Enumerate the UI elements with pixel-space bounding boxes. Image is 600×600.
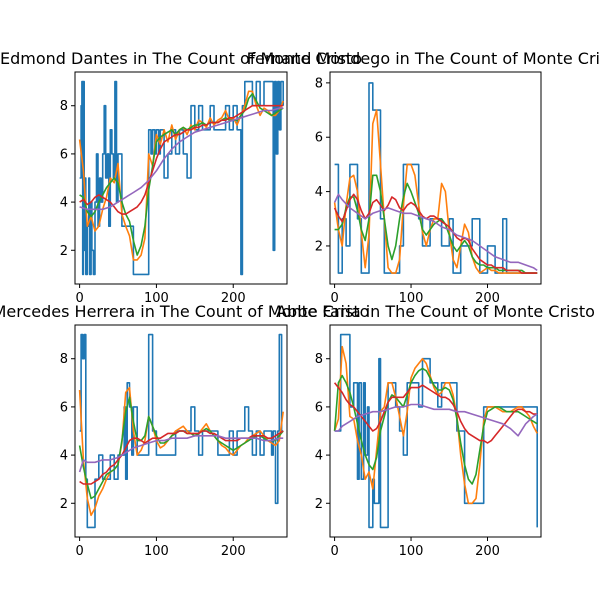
series-line-4 xyxy=(333,193,538,274)
series-line-5 xyxy=(79,107,284,211)
x-tick-label: 0 xyxy=(330,291,338,306)
y-tick-label: 4 xyxy=(315,449,323,464)
y-tick-label: 4 xyxy=(315,185,323,200)
y-tick-label: 4 xyxy=(60,196,68,211)
series-line-2 xyxy=(333,109,538,274)
x-tick-label: 0 xyxy=(75,291,83,306)
x-tick-label: 100 xyxy=(144,544,169,559)
y-tick-label: 8 xyxy=(315,352,323,367)
axes-frame xyxy=(74,71,288,285)
chart-title: Mercedes Herrera in The Count of Monte C… xyxy=(0,302,369,321)
series-line-1 xyxy=(334,333,538,529)
chart-title: Abbe Faria in The Count of Monte Cristo xyxy=(276,302,595,321)
x-tick-label: 200 xyxy=(221,291,246,306)
y-tick-label: 6 xyxy=(315,400,323,415)
x-tick-label: 0 xyxy=(330,544,338,559)
y-tick-label: 8 xyxy=(315,76,323,91)
chart-panel-3: 0 100 200 2 4 6 8 Mercedes Herrera in The Count… xyxy=(0,302,369,559)
x-tick-label: 200 xyxy=(221,544,246,559)
y-tick-label: 2 xyxy=(315,239,323,254)
x-tick-label: 100 xyxy=(399,544,424,559)
series-line-5 xyxy=(78,435,284,473)
y-tick-label: 6 xyxy=(60,400,68,415)
series-line-3 xyxy=(333,367,538,485)
chart-panel-1: 0 100 200 2 4 6 8 Edmond Dantes in The Count of… xyxy=(0,49,362,306)
y-tick-label: 8 xyxy=(60,352,68,367)
series-line-4 xyxy=(79,104,284,215)
series-line-2 xyxy=(333,345,538,505)
y-tick-label: 6 xyxy=(315,131,323,146)
plot-area xyxy=(333,82,538,274)
x-tick-label: 0 xyxy=(75,544,83,559)
series-line-3 xyxy=(79,92,284,256)
y-tick-label: 2 xyxy=(60,244,68,259)
series-line-1 xyxy=(79,333,284,529)
y-tick-label: 6 xyxy=(60,147,68,162)
series-line-4 xyxy=(333,382,538,444)
x-tick-label: 100 xyxy=(144,291,169,306)
y-tick-label: 2 xyxy=(60,497,68,512)
x-tick-label: 200 xyxy=(475,544,500,559)
series-line-1 xyxy=(334,82,538,274)
plot-area xyxy=(333,333,538,529)
chart-panel-2: 0 100 200 2 4 6 8 Fernand Mondego in The Count … xyxy=(247,49,600,306)
axes-frame xyxy=(329,71,542,285)
y-tick-label: 8 xyxy=(60,99,68,114)
axes-frame xyxy=(329,324,542,538)
plot-area xyxy=(78,80,284,276)
y-tick-label: 4 xyxy=(60,449,68,464)
chart-title: Fernand Mondego in The Count of Monte Cr… xyxy=(247,49,600,68)
axes-frame xyxy=(74,324,288,538)
y-tick-label: 2 xyxy=(315,497,323,512)
series-line-5 xyxy=(334,403,538,437)
chart-panel-4: 0 100 200 2 4 6 8 Abbe Faria in The Count of Mo… xyxy=(276,302,595,559)
series-line-5 xyxy=(333,193,538,272)
chart-title: Edmond Dantes in The Count of Monte Cris… xyxy=(0,49,362,68)
x-tick-label: 200 xyxy=(475,291,500,306)
x-tick-label: 100 xyxy=(399,291,424,306)
plot-area xyxy=(78,333,284,529)
